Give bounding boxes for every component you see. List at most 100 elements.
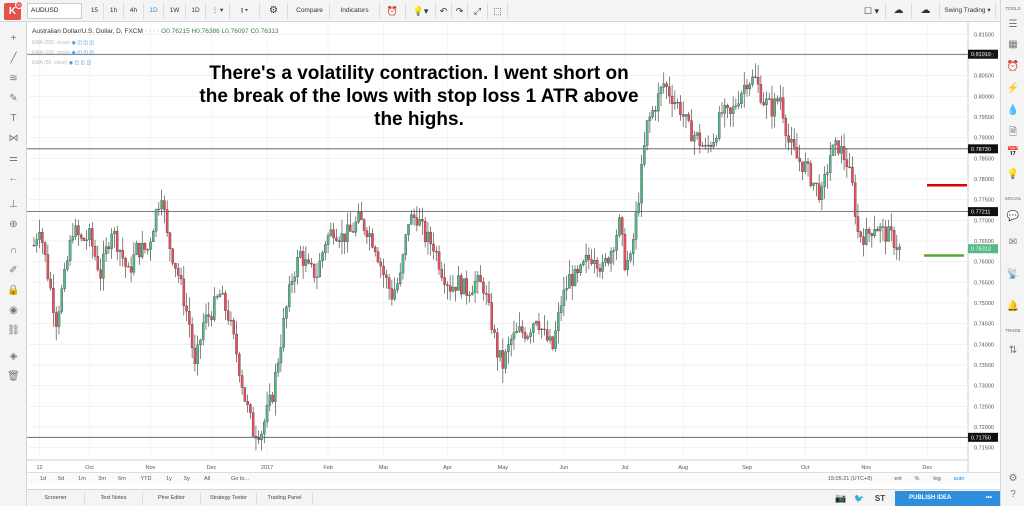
ema-100-legend[interactable]: EMA (100, close) ◉ ◫ ◫ ◫	[32, 50, 95, 56]
gear-icon[interactable]: ⚙	[260, 3, 288, 19]
interval-more-icon[interactable]: ⋮ ▾	[206, 3, 230, 19]
candle-body	[432, 243, 435, 252]
lightbulb-side-icon[interactable]: 💡	[1006, 169, 1020, 180]
drop-icon[interactable]: 💧	[1006, 105, 1020, 116]
indicators-button[interactable]: Indicators	[330, 3, 380, 19]
range-6m[interactable]: 6m	[118, 476, 126, 482]
tab-trading-panel[interactable]: Trading Panel	[257, 492, 313, 505]
range-all[interactable]: All	[203, 476, 211, 482]
chart-area[interactable]: 0.81019 0.78730 0.77211 0.71750 0.76313 0.71…	[27, 22, 1000, 472]
candle-body	[462, 278, 466, 295]
interval-1h-button[interactable]: 1h	[104, 3, 124, 19]
calendar2-icon[interactable]: 📅	[1006, 147, 1020, 158]
candle-body	[365, 230, 369, 237]
calendar-icon[interactable]: ▦	[1008, 39, 1018, 50]
range-1d[interactable]: 1d	[39, 476, 47, 482]
range-3m[interactable]: 3m	[98, 476, 106, 482]
candle-body	[390, 288, 394, 300]
chat-icon[interactable]: 💬	[1006, 211, 1020, 222]
candle-body	[307, 259, 310, 264]
cloud-icon[interactable]: ☁	[886, 3, 912, 19]
candle-body	[124, 258, 127, 267]
tab-pine-editor[interactable]: Pine Editor	[143, 492, 201, 505]
y-tick-label: 0.77500	[974, 198, 994, 204]
stocktwits-button[interactable]: ST	[874, 494, 886, 503]
hotlist-icon[interactable]: ⚡	[1006, 83, 1020, 94]
interval-1d-button[interactable]: 1D	[144, 3, 164, 19]
news-icon[interactable]: 🗎	[1008, 127, 1018, 138]
lock-icon[interactable]: 🔒	[7, 285, 20, 296]
twitter-icon[interactable]: 🐦	[854, 494, 864, 503]
layout-grid-icon[interactable]: ☐ ▾	[858, 3, 886, 19]
trade-icon[interactable]: ⇅	[1008, 345, 1018, 356]
crosshair-icon[interactable]: +	[10, 33, 17, 44]
cloud-save-icon[interactable]: ☁	[912, 3, 940, 19]
prediction-icon[interactable]: ⚌	[9, 153, 18, 164]
undo-icon[interactable]: ↶	[436, 3, 452, 19]
trend-line-icon[interactable]: ╱	[10, 53, 17, 64]
auto-toggle[interactable]: auto	[953, 476, 965, 482]
redo-icon[interactable]: ↷	[452, 3, 468, 19]
range-5d[interactable]: 5d	[57, 476, 65, 482]
help-icon[interactable]: ?	[1010, 489, 1016, 500]
goto-date-button[interactable]: Go to...	[230, 476, 250, 482]
lightbulb-icon[interactable]: 💡▾	[406, 3, 436, 19]
interval-1w-button[interactable]: 1W	[164, 3, 186, 19]
legend-title: Australian Dollar/U.S. Dollar, D, FXCM	[32, 28, 143, 35]
candle-body	[215, 296, 219, 298]
candle-body	[487, 293, 491, 303]
broadcast-icon[interactable]: 📡	[1006, 269, 1020, 280]
layers-icon[interactable]: ◈	[9, 351, 18, 362]
settings-side-icon[interactable]: ⚙	[1008, 473, 1018, 484]
interval-4h-button[interactable]: 4h	[124, 3, 144, 19]
zoom-icon[interactable]: ⊕	[9, 219, 18, 230]
log-toggle[interactable]: log	[933, 476, 941, 482]
pattern-icon[interactable]: ⋈	[8, 133, 19, 144]
ema-200-legend[interactable]: EMA (200, close) ◉ ◫ ◫ ◫	[32, 40, 95, 46]
layout-name-button[interactable]: Swing Trading ▾	[940, 3, 996, 19]
candle-body	[127, 266, 130, 268]
range-1y[interactable]: 1y	[166, 476, 172, 482]
fullscreen-icon[interactable]: ⤢	[468, 3, 488, 19]
publish-idea-button[interactable]: PUBLISH IDEA •••	[895, 491, 1000, 506]
price-chart[interactable]: 0.81019 0.78730 0.77211 0.71750 0.76313 0.71…	[27, 22, 1000, 472]
candle-body	[695, 132, 699, 136]
candle-body	[718, 112, 721, 139]
ema-50-legend[interactable]: EMA (50, close) ◉ ◫ ◫ ◫	[32, 60, 92, 66]
interval-current-button[interactable]: 1D	[186, 3, 206, 19]
snapshot-icon[interactable]: ⬚	[488, 3, 508, 19]
candle-body	[554, 330, 557, 349]
eye-icon[interactable]: ◉	[9, 305, 18, 316]
brush-icon[interactable]: ✎	[9, 93, 18, 104]
candles-style-icon[interactable]: ⫾ ▾	[230, 3, 260, 19]
alert-icon[interactable]: ⏰	[380, 3, 406, 19]
ruler-icon[interactable]: ⊥	[9, 199, 18, 210]
text-icon[interactable]: T	[10, 113, 17, 124]
messages-icon[interactable]: ✉	[1008, 237, 1018, 248]
fib-icon[interactable]: ≋	[9, 73, 18, 84]
range-ytd[interactable]: YTD	[140, 476, 152, 482]
candle-body	[504, 351, 507, 369]
magnet-icon[interactable]: ∩	[9, 245, 18, 256]
percent-toggle[interactable]: %	[914, 476, 920, 482]
tab-text-notes[interactable]: Text Notes	[85, 492, 143, 505]
camera-icon[interactable]: 📷	[835, 493, 847, 503]
bell-icon[interactable]: 🔔	[1006, 301, 1020, 312]
ext-toggle[interactable]: ext	[894, 476, 902, 482]
watchlist-icon[interactable]: ☰	[1008, 19, 1018, 30]
tab-strategy-tester[interactable]: Strategy Tester	[201, 492, 257, 505]
stay-drawing-icon[interactable]: ✐	[9, 265, 18, 276]
range-5y[interactable]: 5y	[184, 476, 190, 482]
link-icon[interactable]: ⛓	[7, 325, 20, 336]
candle-body	[612, 250, 616, 252]
tab-screener[interactable]: Screener	[27, 492, 85, 505]
interval-15-button[interactable]: 15	[86, 3, 104, 19]
compare-button[interactable]: Compare	[290, 3, 330, 19]
trash-icon[interactable]: 🗑	[7, 371, 20, 382]
back-arrow-icon[interactable]: ←	[8, 173, 19, 184]
candle-body	[357, 211, 360, 223]
alerts-icon[interactable]: ⏰	[1006, 61, 1020, 72]
y-tick-label: 0.71500	[974, 446, 994, 452]
symbol-search-input[interactable]: AUDUSD	[27, 3, 82, 19]
range-1m[interactable]: 1m	[78, 476, 86, 482]
